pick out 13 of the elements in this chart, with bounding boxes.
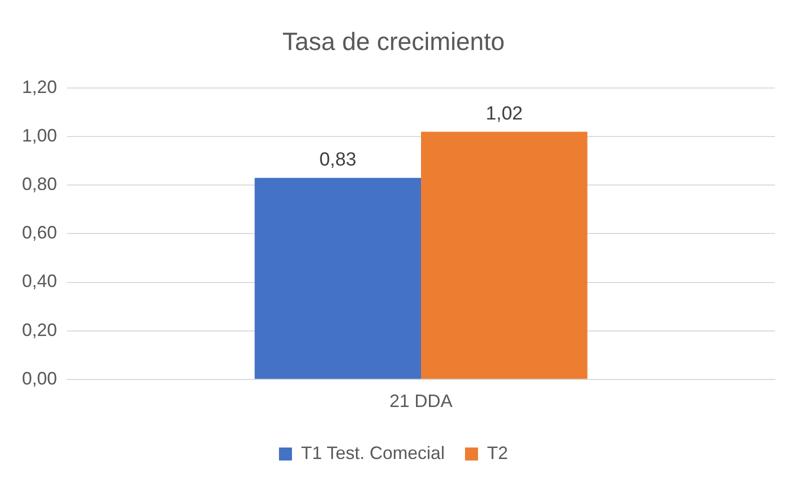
- x-tick-label: 21 DDA: [390, 391, 453, 412]
- y-tick-label: 0,40: [22, 271, 58, 292]
- y-tick-label: 1,20: [22, 76, 58, 97]
- data-label: 1,02: [486, 103, 523, 124]
- y-tick-label: 0,20: [22, 320, 58, 340]
- y-tick-label: 0,00: [22, 368, 58, 388]
- y-tick-label: 0,80: [22, 174, 58, 194]
- legend-label: T2: [487, 442, 508, 463]
- legend-label: T1 Test. Comecial: [300, 442, 445, 463]
- y-tick-label: 0,60: [22, 222, 58, 243]
- chart-title: Tasa de crecimiento: [282, 28, 505, 56]
- y-tick-label: 1,00: [22, 126, 58, 146]
- data-label: 0,83: [319, 150, 356, 171]
